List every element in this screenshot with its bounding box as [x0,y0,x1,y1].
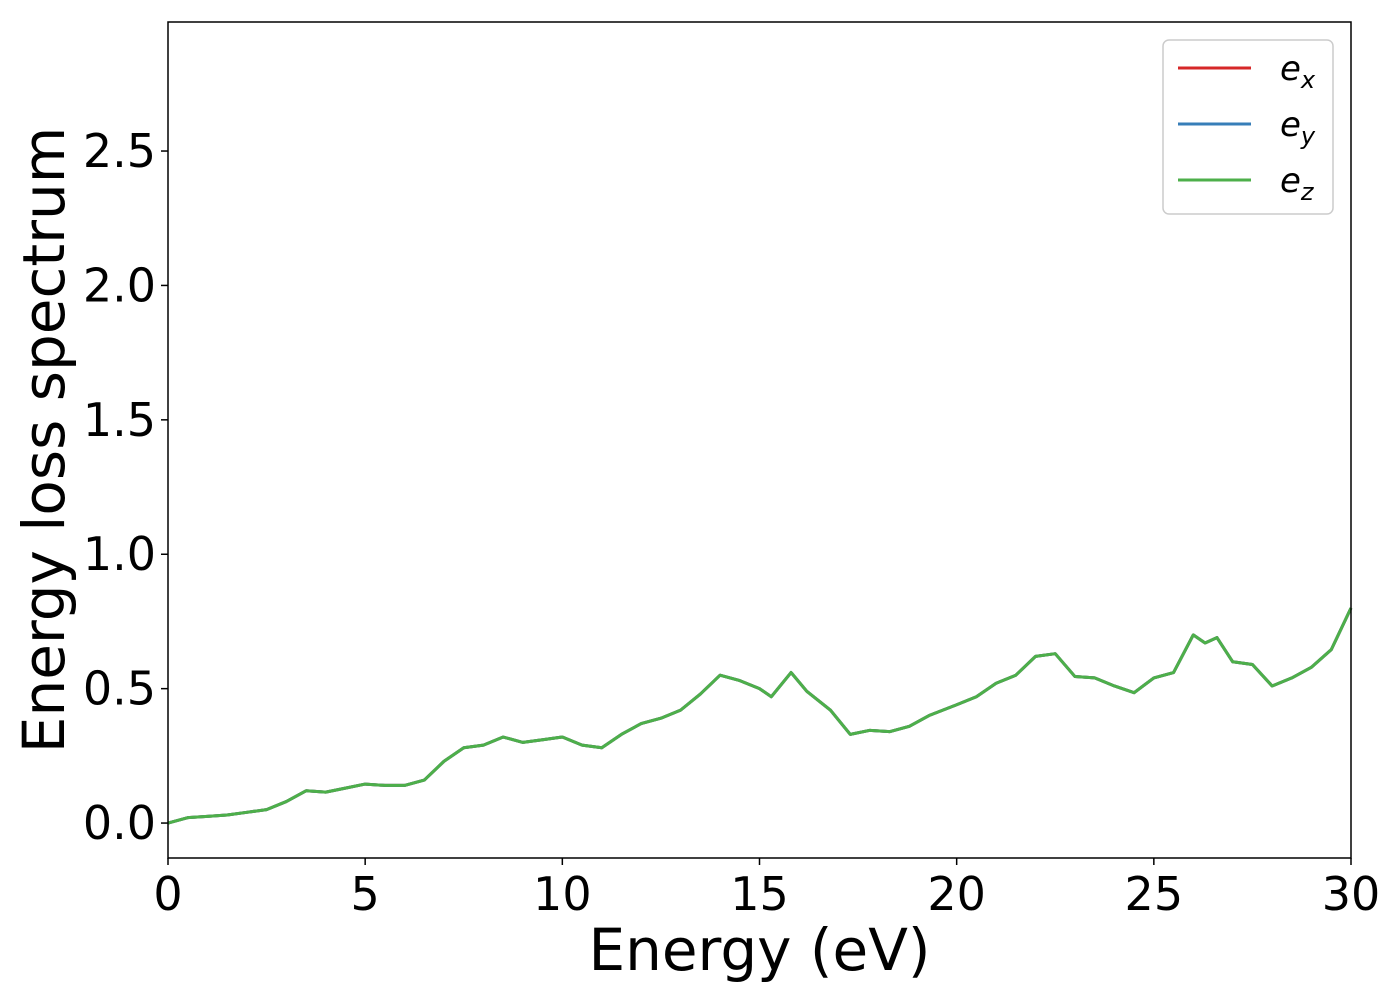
legend-label-base: e [1280,105,1301,145]
y-tick-label: 2.5 [83,124,156,178]
legend-box [1162,39,1334,215]
x-tick-label: 25 [1125,867,1184,921]
legend-label-base: e [1280,161,1301,201]
legend-label-ex: ex [1280,49,1316,94]
y-tick-label: 1.5 [83,393,156,447]
y-tick-label: 0.5 [83,662,156,716]
legend-label-subscript: x [1300,66,1316,94]
legend-label-subscript: y [1300,122,1316,150]
y-axis-label: Energy loss spectrum [10,127,78,753]
legend-label-subscript: z [1300,178,1315,206]
x-tick-label: 30 [1322,867,1381,921]
y-tick-label: 2.0 [83,258,156,312]
legend-label-base: e [1280,49,1301,89]
x-axis-ticks: 0 5 10 15 20 25 30 [153,858,1380,921]
y-tick-label: 1.0 [83,527,156,581]
x-tick-label: 10 [533,867,592,921]
y-tick-label: 0.0 [83,796,156,850]
legend-label-ey: ey [1280,105,1316,150]
x-axis-label: Energy (eV) [588,916,930,984]
x-tick-label: 0 [153,867,182,921]
y-axis-ticks: 0.0 0.5 1.0 1.5 2.0 2.5 [83,124,168,850]
series-line-ez [167,607,1353,825]
legend-label-ez: ez [1280,161,1315,206]
series-layer [167,607,1353,825]
x-tick-label: 20 [927,867,986,921]
x-tick-label: 5 [351,867,380,921]
x-tick-label: 15 [730,867,789,921]
